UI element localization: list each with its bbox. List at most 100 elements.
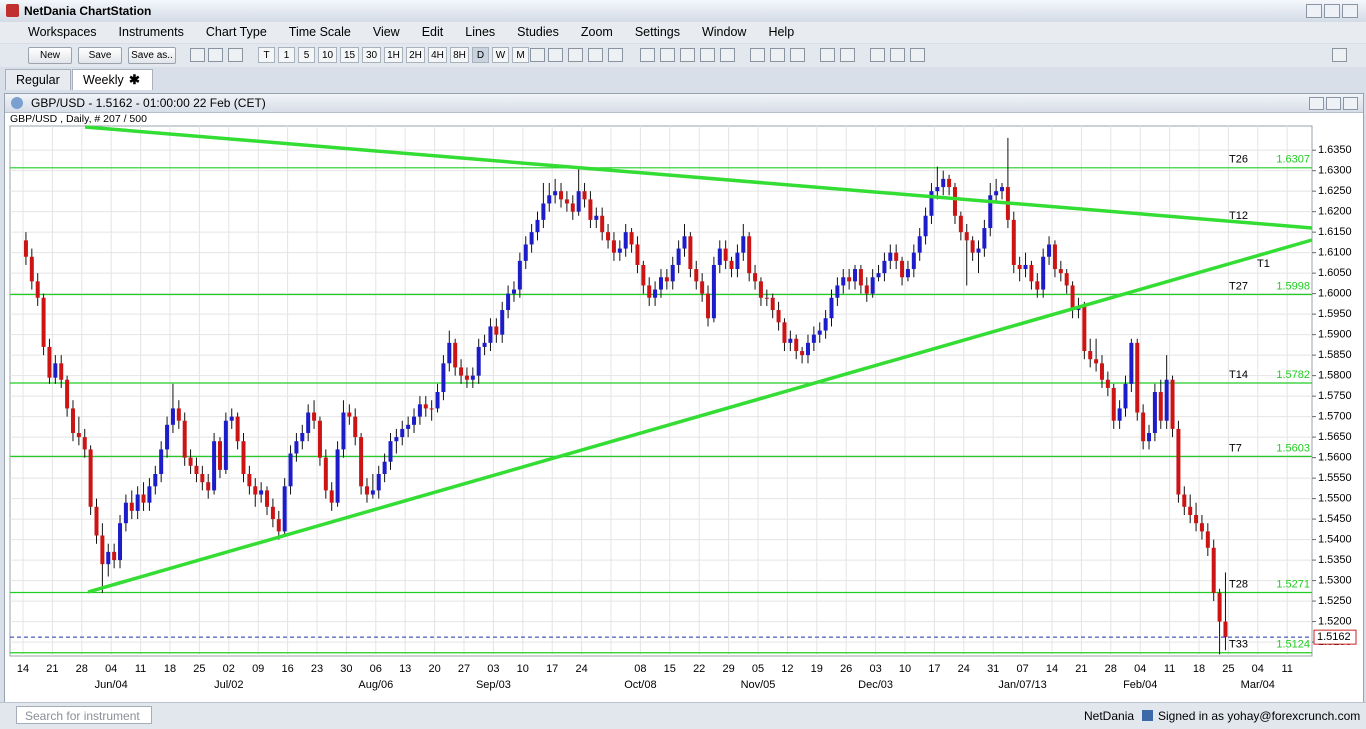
candle-body (870, 277, 875, 294)
tab[interactable]: Weekly (72, 69, 153, 90)
search-input[interactable]: Search for instrument (16, 706, 152, 724)
tab[interactable]: Regular (5, 69, 71, 90)
timescale-button[interactable]: 1 (278, 47, 295, 63)
tool-icon[interactable] (1332, 48, 1347, 62)
window-maximize[interactable] (1326, 97, 1341, 110)
candle-body (882, 260, 887, 274)
menu-item[interactable]: Help (768, 25, 795, 39)
tool-icon[interactable] (588, 48, 603, 62)
candle-body (952, 187, 957, 216)
toolbar-button[interactable]: Save (78, 47, 122, 64)
candle-body (817, 330, 822, 335)
chart-type-icon[interactable] (208, 48, 223, 62)
minimize-button[interactable] (1306, 4, 1322, 18)
tool-icon[interactable] (820, 48, 835, 62)
candle-body (564, 199, 569, 204)
candle-body (923, 215, 928, 237)
timescale-button[interactable]: D (472, 47, 489, 63)
tool-icon[interactable] (750, 48, 765, 62)
menu-item[interactable]: Settings (634, 25, 680, 39)
menu-item[interactable]: Edit (421, 25, 444, 39)
tab-close-icon[interactable]: ✱ (129, 72, 140, 87)
candle-body (147, 486, 152, 503)
tool-icon[interactable] (890, 48, 905, 62)
timescale-button[interactable]: T (258, 47, 275, 63)
x-tick-label: 14 (1046, 663, 1058, 675)
candle-body (335, 449, 340, 503)
x-tick-label: 21 (46, 663, 58, 675)
tool-icon[interactable] (568, 48, 583, 62)
candle-body (118, 523, 123, 561)
timescale-button[interactable]: M (512, 47, 529, 63)
tool-icon[interactable] (640, 48, 655, 62)
candle-body (76, 433, 81, 438)
x-tick-label: 04 (1252, 663, 1264, 675)
toolbar-button[interactable]: Save as.. (128, 47, 176, 64)
candle-body (617, 248, 622, 253)
timescale-button[interactable]: 2H (406, 47, 425, 63)
menu-item[interactable]: Zoom (580, 25, 613, 39)
menu-item[interactable]: Chart Type (205, 25, 267, 39)
tool-icon[interactable] (660, 48, 675, 62)
tool-icon[interactable] (870, 48, 885, 62)
tool-icon[interactable] (548, 48, 563, 62)
tool-icon[interactable] (680, 48, 695, 62)
maximize-button[interactable] (1324, 4, 1340, 18)
close-button[interactable] (1342, 4, 1358, 18)
x-tick-label: 31 (987, 663, 999, 675)
menu-item[interactable]: Studies (517, 25, 559, 39)
timescale-button[interactable]: 1H (384, 47, 403, 63)
candle-body (129, 502, 134, 511)
tool-icon[interactable] (910, 48, 925, 62)
tool-icon[interactable] (608, 48, 623, 62)
timescale-button[interactable]: 15 (340, 47, 359, 63)
window-minimize[interactable] (1309, 97, 1324, 110)
y-tick-label: 1.5600 (1318, 452, 1352, 464)
candle-body (500, 310, 505, 335)
candle-body (1211, 547, 1216, 593)
menu-item[interactable]: Lines (465, 25, 496, 39)
tool-icon[interactable] (530, 48, 545, 62)
timescale-button[interactable]: 10 (318, 47, 337, 63)
candle-body (376, 474, 381, 491)
timescale-button[interactable]: 5 (298, 47, 315, 63)
window-close[interactable] (1343, 97, 1358, 110)
timescale-button[interactable]: 8H (450, 47, 469, 63)
menu-item[interactable]: Instruments (118, 25, 184, 39)
y-tick-label: 1.5850 (1318, 349, 1352, 361)
menu-item[interactable]: View (372, 25, 400, 39)
candle-body (782, 322, 787, 343)
menu-item[interactable]: Workspaces (28, 25, 97, 39)
tool-icon[interactable] (770, 48, 785, 62)
menu-item[interactable]: Window (701, 25, 747, 39)
x-tick-label: 18 (1193, 663, 1205, 675)
candle-body (459, 367, 464, 376)
x-tick-label: 06 (370, 663, 382, 675)
candle-body (694, 269, 699, 282)
candle-body (100, 535, 105, 565)
candle-body (447, 342, 452, 364)
candle-body (1147, 433, 1152, 442)
tool-icon[interactable] (840, 48, 855, 62)
candle-body (312, 412, 317, 421)
x-tick-label: 03 (869, 663, 881, 675)
tool-icon[interactable] (720, 48, 735, 62)
chart-type-icon[interactable] (228, 48, 243, 62)
toolbar-button[interactable]: New (28, 47, 72, 64)
chart-type-icon[interactable] (190, 48, 205, 62)
timescale-button[interactable]: W (492, 47, 509, 63)
candle-body (300, 433, 305, 442)
candle-body (511, 289, 516, 294)
candle-body (706, 293, 711, 319)
candle-body (711, 264, 716, 319)
candle-body (941, 178, 946, 188)
candle-body (323, 457, 328, 491)
candle-body (988, 195, 993, 229)
tool-icon[interactable] (790, 48, 805, 62)
candle-body (805, 342, 810, 356)
candle-body (1052, 244, 1057, 270)
tool-icon[interactable] (700, 48, 715, 62)
timescale-button[interactable]: 4H (428, 47, 447, 63)
timescale-button[interactable]: 30 (362, 47, 381, 63)
menu-item[interactable]: Time Scale (288, 25, 351, 39)
